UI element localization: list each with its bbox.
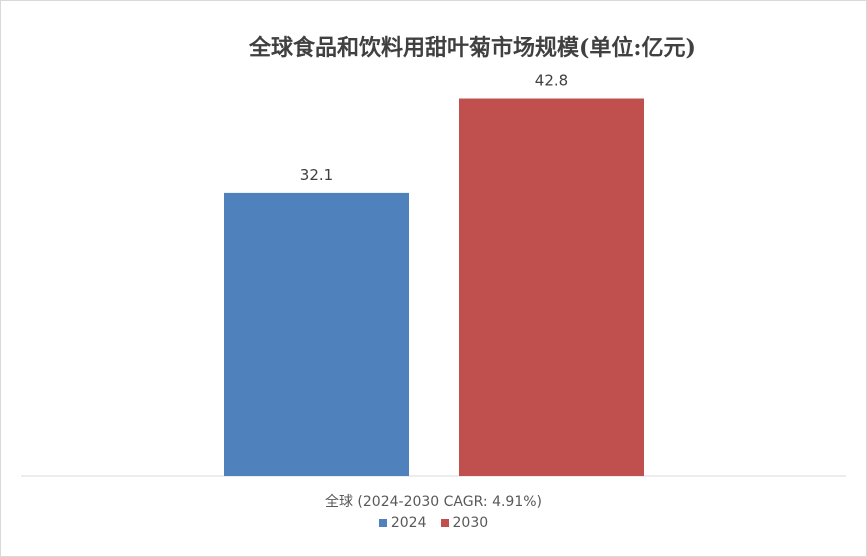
category-label: 全球 (2024-2030 CAGR: 4.91%)	[324, 494, 543, 510]
bar-2024	[224, 192, 409, 477]
legend-label-2024: 2024	[390, 515, 427, 531]
legend-item-2024: 2024	[378, 515, 427, 531]
legend-swatch-2030	[440, 519, 449, 527]
legend: 2024 2030	[0, 515, 867, 531]
data-label-2024: 32.1	[300, 166, 333, 184]
data-label-2030: 42.8	[535, 72, 568, 90]
bar-2030	[459, 98, 644, 476]
legend-label-2030: 2030	[452, 515, 489, 531]
legend-swatch-2024	[378, 519, 387, 527]
legend-item-2030: 2030	[440, 515, 489, 531]
chart-title: 全球食品和饮料用甜叶菊市场规模(单位:亿元)	[249, 35, 696, 61]
